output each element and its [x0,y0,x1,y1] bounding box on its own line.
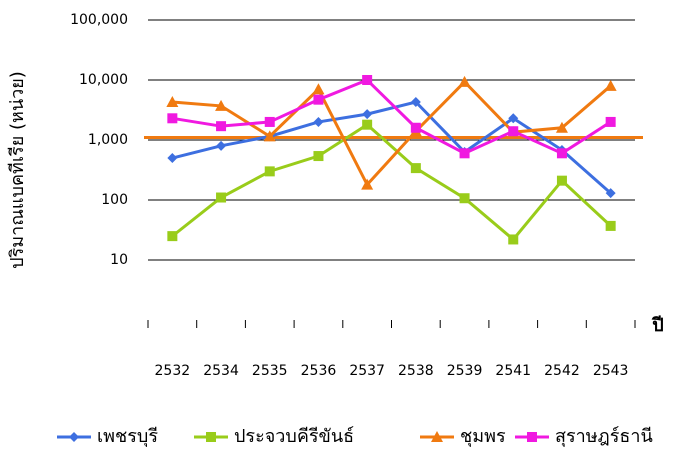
x-tick-label: 2534 [203,363,239,379]
x-tick-label: 2535 [252,363,288,379]
point [215,99,228,111]
legend-label: เพชรบุรี [97,426,158,447]
point [410,96,421,107]
legend-label: ประจวบคีรีขันธ์ [234,426,354,447]
point [556,175,567,186]
y-tick-label: 100 [101,192,128,208]
point [508,234,519,245]
point [69,432,79,442]
point [264,116,275,127]
x-tick-label: 2539 [447,363,483,379]
series-line [172,78,612,156]
point [216,140,227,151]
point [605,116,616,127]
point [216,121,227,132]
point [508,126,519,137]
point [410,122,421,133]
series-line [171,122,612,242]
point [555,121,568,133]
x-tick-label: 2541 [495,363,531,379]
legend-label: สุราษฎร์ธานี [555,426,653,447]
point [556,148,567,159]
point [362,75,373,85]
point [167,113,178,124]
y-axis-label: ปริมาณแบคทีเรีย (หน่วย) [7,71,28,269]
x-tick-label: 2543 [593,363,629,379]
y-tick-label: 10 [110,252,128,268]
y-tick-label: 10,000 [79,72,128,88]
point [313,151,324,162]
point [508,113,519,124]
y-tick-label: 1,000 [88,132,128,148]
legend: เพชรบุรี ประจวบคีรีขันธ์ ชุมพร สุราษฎร์ธานี [57,426,653,447]
x-tick-label: 2532 [155,363,191,379]
point [313,116,324,127]
series-line [171,100,612,195]
point [605,220,616,231]
point [264,166,275,177]
point [459,148,470,159]
point [605,188,616,199]
point [312,83,325,95]
point [313,94,324,105]
series-line [172,79,612,188]
point [166,95,179,107]
point [362,109,373,120]
x-tick-label: 2537 [349,363,385,379]
point [167,231,178,242]
legend-label: ชุมพร [460,426,506,447]
point [361,178,374,190]
point [431,431,443,442]
point [263,130,276,142]
point [458,75,471,87]
point [362,119,373,130]
point [604,79,617,91]
y-tick-label: 100,000 [70,12,128,28]
point [216,192,227,203]
x-tick-label: 2542 [544,363,580,379]
x-tick-label: 2536 [301,363,337,379]
point [167,153,178,164]
point [459,193,470,204]
point [206,432,216,442]
point [410,163,421,174]
x-tick-label: 2538 [398,363,434,379]
x-axis-label: ปี [651,315,664,336]
point [527,432,537,442]
